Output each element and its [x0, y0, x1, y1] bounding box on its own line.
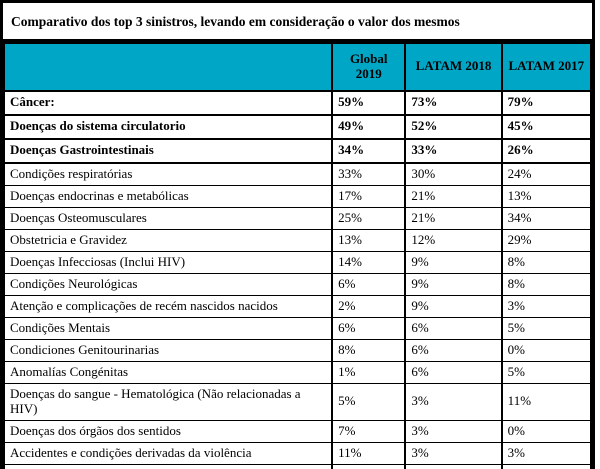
table-row: Doenças Infecciosas (Inclui HIV) 14% 9% 8%	[2, 250, 593, 274]
table-title: Comparativo dos top 3 sinistros, levando…	[3, 3, 592, 42]
row-value: 6%	[404, 338, 503, 362]
row-value: 13%	[500, 184, 593, 208]
row-label: Condições Neurológicas	[2, 272, 334, 296]
row-value: 3%	[404, 463, 503, 469]
table-row: Atenção e complicações de recém nascidos…	[2, 294, 593, 318]
row-value: 13%	[331, 228, 407, 252]
row-value: 26%	[500, 137, 593, 164]
table-row: Condições respiratórias 33% 30% 24%	[2, 162, 593, 186]
row-label: Condiciones Genitourinarias	[2, 338, 334, 362]
header-global-2019: Global 2019	[331, 41, 407, 92]
row-value: 6%	[404, 316, 503, 340]
row-value: 49%	[331, 113, 407, 140]
table-body: Câncer: 59% 73% 79% Doenças do sistema circu…	[2, 89, 593, 469]
row-label: Doenças Gastrointestinais	[2, 137, 334, 164]
header-empty-cell	[2, 41, 334, 92]
row-label: Obstetricia e Gravidez	[2, 228, 334, 252]
row-value: 73%	[404, 89, 503, 116]
table-row: Doenças do sistema circulatorio 49% 52% 45%	[2, 113, 593, 140]
row-label: Anomalías Congénitas	[2, 360, 334, 384]
row-value: 7%	[331, 463, 407, 469]
comparison-table: Global 2019 LATAM 2018 LATAM 2017 Câncer…	[2, 41, 593, 469]
row-label: Condições Mentais	[2, 316, 334, 340]
table-row: Condições Mentais 6% 6% 5%	[2, 316, 593, 340]
row-label: Outras (não classificadas nos outros gru…	[2, 463, 334, 469]
row-value: 9%	[404, 250, 503, 274]
table-row: Doenças dos órgãos dos sentidos 7% 3% 0%	[2, 419, 593, 443]
table-row: Accidentes e condições derivadas da viol…	[2, 441, 593, 465]
row-value: 2%	[331, 294, 407, 318]
row-value: 24%	[500, 162, 593, 186]
row-value: 33%	[331, 162, 407, 186]
row-value: 33%	[404, 137, 503, 164]
row-value: 1%	[331, 360, 407, 384]
row-label: Doenças Osteomusculares	[2, 206, 334, 230]
row-label: Accidentes e condições derivadas da viol…	[2, 441, 334, 465]
table-row: Anomalías Congénitas 1% 6% 5%	[2, 360, 593, 384]
row-label: Câncer:	[2, 89, 334, 116]
row-value: 17%	[331, 184, 407, 208]
table-row: Doenças endocrinas e metabólicas 17% 21% 13…	[2, 184, 593, 208]
row-value: 7%	[331, 419, 407, 443]
row-value: 8%	[500, 250, 593, 274]
row-value: 12%	[404, 228, 503, 252]
row-label: Doenças endocrinas e metabólicas	[2, 184, 334, 208]
row-value: 14%	[331, 250, 407, 274]
row-value: 25%	[331, 206, 407, 230]
row-value: 30%	[404, 162, 503, 186]
row-value: 21%	[404, 184, 503, 208]
table-row: Condiciones Genitourinarias 8% 6% 0%	[2, 338, 593, 362]
row-label: Condições respiratórias	[2, 162, 334, 186]
table-row: Doenças Gastrointestinais 34% 33% 26%	[2, 137, 593, 164]
row-value: 11%	[331, 441, 407, 465]
row-value: 79%	[500, 89, 593, 116]
row-value: 8%	[500, 463, 593, 469]
row-value: 6%	[331, 272, 407, 296]
header-latam-2017: LATAM 2017	[500, 41, 593, 92]
row-value: 52%	[404, 113, 503, 140]
table-row: Obstetricia e Gravidez 13% 12% 29%	[2, 228, 593, 252]
row-value: 0%	[500, 419, 593, 443]
row-value: 59%	[331, 89, 407, 116]
row-value: 3%	[500, 294, 593, 318]
row-label: Doenças dos órgãos dos sentidos	[2, 419, 334, 443]
row-value: 9%	[404, 272, 503, 296]
row-value: 5%	[500, 316, 593, 340]
row-value: 45%	[500, 113, 593, 140]
header-latam-2018: LATAM 2018	[404, 41, 503, 92]
table-row: Doenças Osteomusculares 25% 21% 34%	[2, 206, 593, 230]
row-label: Doenças do sistema circulatorio	[2, 113, 334, 140]
row-value: 8%	[500, 272, 593, 296]
row-value: 0%	[500, 338, 593, 362]
row-value: 9%	[404, 294, 503, 318]
row-value: 29%	[500, 228, 593, 252]
row-value: 21%	[404, 206, 503, 230]
row-label: Doenças do sangue - Hematológica (Não re…	[2, 382, 334, 421]
row-value: 3%	[404, 382, 503, 421]
row-value: 8%	[331, 338, 407, 362]
row-value: 11%	[500, 382, 593, 421]
row-value: 34%	[331, 137, 407, 164]
row-value: 3%	[404, 419, 503, 443]
row-label: Atenção e complicações de recém nascidos…	[2, 294, 334, 318]
row-value: 5%	[331, 382, 407, 421]
header-row: Global 2019 LATAM 2018 LATAM 2017	[2, 41, 593, 92]
row-value: 3%	[500, 441, 593, 465]
row-label: Doenças Infecciosas (Inclui HIV)	[2, 250, 334, 274]
row-value: 3%	[404, 441, 503, 465]
table-row: Câncer: 59% 73% 79%	[2, 89, 593, 116]
table-row: Outras (não classificadas nos outros gru…	[2, 463, 593, 469]
row-value: 5%	[500, 360, 593, 384]
row-value: 6%	[331, 316, 407, 340]
table-row: Condições Neurológicas 6% 9% 8%	[2, 272, 593, 296]
table-row: Doenças do sangue - Hematológica (Não re…	[2, 382, 593, 421]
row-value: 6%	[404, 360, 503, 384]
row-value: 34%	[500, 206, 593, 230]
